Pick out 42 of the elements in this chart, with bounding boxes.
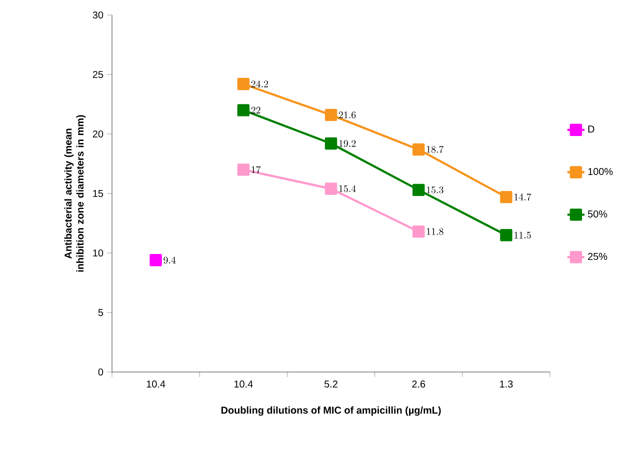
data-label: 19.2 [339, 140, 356, 147]
legend-label: 100% [588, 168, 613, 176]
y-tick-label: 20 [92, 130, 104, 138]
x-axis-title: Doubling dilutions of MIC of ampicillin (µg/mL) [221, 406, 441, 416]
y-tick-label: 10 [93, 249, 104, 257]
data-label: 17 [252, 166, 261, 174]
data-label: 24.2 [251, 80, 268, 88]
x-tick-label: 1.3 [500, 380, 513, 388]
point [150, 254, 162, 266]
x-tick-label: 2.6 [412, 380, 426, 388]
point [500, 229, 512, 242]
y-axis-title: Antibacterial activity (mean inhibition zone diameters in mm) [64, 115, 86, 272]
point [324, 137, 338, 150]
data-label: 15.4 [339, 185, 356, 192]
y-tick-label: 5 [98, 309, 104, 316]
point [412, 225, 425, 238]
data-label: 9.4 [164, 256, 176, 264]
data-label: 11 .8 [426, 228, 444, 236]
y-tick-label: 0 [98, 368, 104, 376]
point [500, 190, 512, 204]
y-tick-label: 25 [92, 70, 104, 78]
x-tick-label: 10.4 [146, 380, 166, 388]
data-label: 14.7 [514, 194, 532, 200]
legend-label: 25% [588, 252, 608, 260]
legend-label: 50% [588, 210, 608, 218]
data-label: 21 .6 [338, 112, 356, 118]
point [237, 78, 250, 90]
data-label: 11 .5 [514, 232, 531, 239]
y-tick-label: 15 [93, 190, 104, 197]
x-tick-label: 5.2 [324, 380, 338, 388]
x-tick-label: 10.4 [234, 380, 253, 388]
point [237, 164, 250, 176]
y-tick-label: 30 [92, 11, 104, 19]
point [324, 182, 338, 195]
point [412, 184, 425, 196]
point [324, 108, 338, 122]
point [412, 143, 425, 156]
data-label: 18.7 [426, 146, 444, 153]
data-label: 15.3 [426, 186, 444, 194]
point [237, 104, 250, 116]
data-label: 22 [251, 106, 260, 114]
legend-label: D [588, 126, 594, 133]
